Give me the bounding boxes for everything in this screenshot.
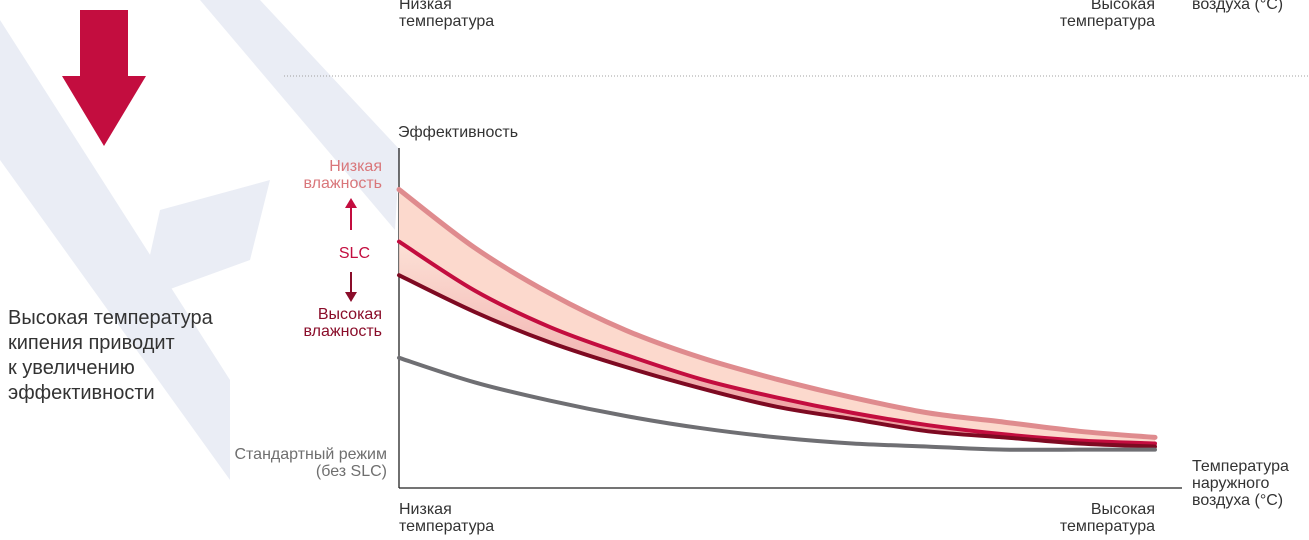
series-line-0: [396, 187, 1158, 440]
top-x-axis-label: воздуха (°C): [1192, 0, 1284, 13]
low-humidity-label: Низкая влажность: [303, 158, 382, 192]
y-axis-label: Эффективность: [398, 124, 519, 141]
x-axis-label: Температура наружного воздуха (°C): [1192, 458, 1289, 509]
band-upper: [399, 189, 1155, 444]
watermark-a-left: [0, 20, 230, 480]
standard-mode-label: Стандартный режим (без SLC): [234, 446, 387, 480]
down-arrow-icon: [62, 10, 146, 146]
high-humidity-label: Высокая влажность: [303, 306, 382, 340]
watermark-a-top: [200, 0, 400, 230]
headline-text: Высокая температура кипения приводит к у…: [8, 307, 213, 404]
down-small-arrow-icon: [345, 272, 357, 302]
series-line-2: [397, 273, 1157, 449]
top-x-tick-low: Низкая температура: [399, 0, 495, 30]
series-line-1: [397, 239, 1157, 446]
watermark-a-bar: [140, 180, 270, 300]
up-arrow-icon: [345, 198, 357, 230]
slc-label: SLC: [338, 245, 370, 262]
top-x-tick-high: Высокая температура: [1059, 0, 1155, 30]
x-tick-high: Высокая температура: [1059, 501, 1155, 535]
x-tick-low: Низкая температура: [399, 501, 495, 535]
series-line-3: [397, 355, 1157, 452]
